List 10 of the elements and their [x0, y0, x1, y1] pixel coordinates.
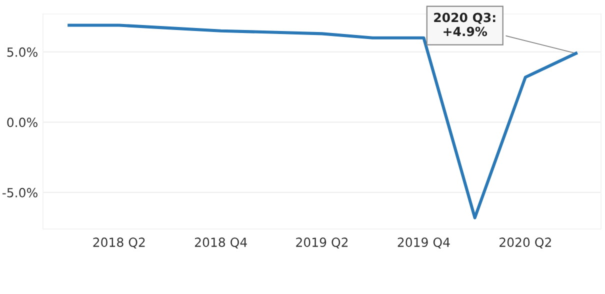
y-tick-label: 0.0%: [7, 118, 38, 128]
x-tick-label: 2018 Q4: [194, 238, 247, 248]
x-tick-label: 2019 Q2: [296, 238, 348, 248]
x-tick-label: 2018 Q2: [93, 238, 145, 248]
x-tick-label: 2020 Q2: [500, 238, 551, 248]
line-series: [68, 24, 578, 220]
y-tick-label: 5.0%: [7, 47, 38, 57]
y-tick-label: -5.0%: [2, 188, 38, 198]
annotation: 2020 Q3: +4.9%: [434, 12, 496, 36]
x-tick-label: 2019 Q4: [398, 238, 450, 248]
